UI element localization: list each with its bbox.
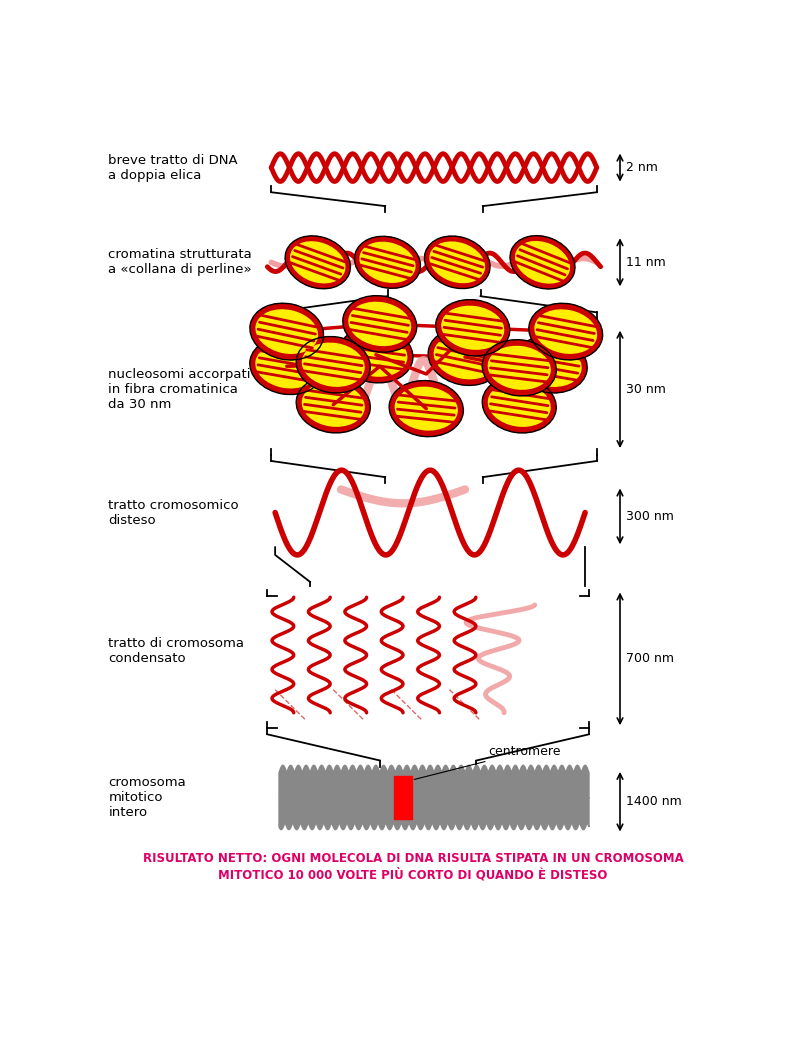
Ellipse shape xyxy=(488,384,550,426)
Ellipse shape xyxy=(510,236,575,288)
Ellipse shape xyxy=(339,327,413,383)
Ellipse shape xyxy=(434,335,496,378)
Ellipse shape xyxy=(349,302,410,345)
Ellipse shape xyxy=(488,347,550,389)
Polygon shape xyxy=(434,793,589,829)
Ellipse shape xyxy=(297,377,370,433)
Ellipse shape xyxy=(430,242,484,283)
Text: cromosoma
mitotico
intero: cromosoma mitotico intero xyxy=(109,776,186,819)
Ellipse shape xyxy=(302,343,364,386)
Text: tratto di cromosoma
condensato: tratto di cromosoma condensato xyxy=(109,637,244,665)
Ellipse shape xyxy=(483,340,555,395)
Polygon shape xyxy=(434,765,589,802)
Ellipse shape xyxy=(360,242,415,283)
Ellipse shape xyxy=(251,338,323,394)
Ellipse shape xyxy=(530,304,602,359)
Text: breve tratto di DNA
a doppia elica: breve tratto di DNA a doppia elica xyxy=(109,153,238,182)
Ellipse shape xyxy=(516,241,569,283)
Ellipse shape xyxy=(251,304,323,359)
Polygon shape xyxy=(279,793,434,829)
Ellipse shape xyxy=(390,381,463,436)
Ellipse shape xyxy=(256,310,318,353)
Ellipse shape xyxy=(514,337,587,392)
Text: RISULTATO NETTO: OGNI MOLECOLA DI DNA RISULTA STIPATA IN UN CROMOSOMA
MITOTICO 1: RISULTATO NETTO: OGNI MOLECOLA DI DNA RI… xyxy=(143,853,683,881)
Text: 11 nm: 11 nm xyxy=(626,256,666,269)
Text: 2 nm: 2 nm xyxy=(626,162,658,174)
Ellipse shape xyxy=(343,297,416,352)
Ellipse shape xyxy=(345,334,407,376)
Ellipse shape xyxy=(302,384,364,426)
Ellipse shape xyxy=(256,344,318,388)
Text: 700 nm: 700 nm xyxy=(626,653,674,665)
Bar xyxy=(394,776,412,819)
Text: 300 nm: 300 nm xyxy=(626,510,674,523)
Ellipse shape xyxy=(442,306,504,349)
Ellipse shape xyxy=(436,300,509,355)
Text: tratto cromosomico
disteso: tratto cromosomico disteso xyxy=(109,499,239,526)
Text: centromere: centromere xyxy=(414,745,561,779)
Ellipse shape xyxy=(483,377,555,433)
Ellipse shape xyxy=(425,236,489,288)
Ellipse shape xyxy=(520,343,581,386)
Ellipse shape xyxy=(395,387,457,429)
Text: nucleosomi accorpati
in fibra cromatinica
da 30 nm: nucleosomi accorpati in fibra cromatinic… xyxy=(109,368,251,411)
Text: 1400 nm: 1400 nm xyxy=(626,795,682,808)
Ellipse shape xyxy=(535,310,596,353)
Ellipse shape xyxy=(285,236,350,288)
Text: cromatina strutturata
a «collana di perline»: cromatina strutturata a «collana di perl… xyxy=(109,249,252,276)
Polygon shape xyxy=(279,765,434,802)
Ellipse shape xyxy=(297,337,370,392)
Text: 30 nm: 30 nm xyxy=(626,383,666,395)
Ellipse shape xyxy=(355,237,420,288)
Ellipse shape xyxy=(291,242,345,283)
Ellipse shape xyxy=(429,330,501,385)
